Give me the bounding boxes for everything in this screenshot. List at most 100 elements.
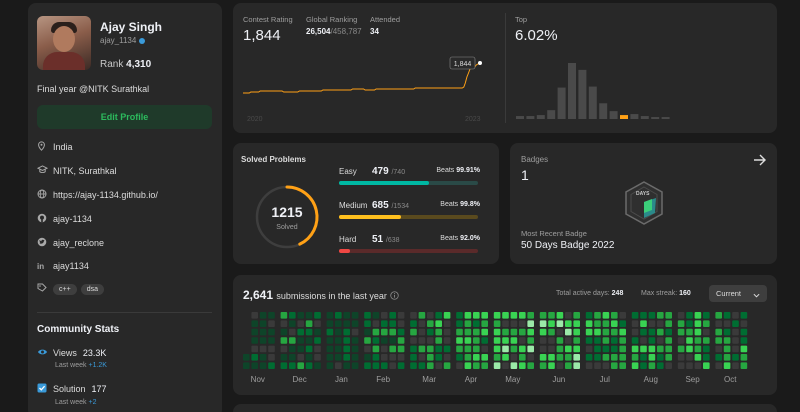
heatmap-cell[interactable]	[343, 320, 350, 327]
heatmap-cell[interactable]	[464, 320, 472, 327]
heatmap-cell[interactable]	[548, 354, 555, 361]
heatmap-cell[interactable]	[389, 362, 396, 369]
heatmap-cell[interactable]	[326, 362, 334, 369]
heatmap-cell[interactable]	[343, 312, 350, 319]
heatmap-cell[interactable]	[259, 312, 267, 319]
heatmap-cell[interactable]	[611, 362, 618, 369]
heatmap-cell[interactable]	[473, 320, 480, 327]
heatmap-cell[interactable]	[640, 312, 647, 319]
heatmap-cell[interactable]	[602, 328, 610, 336]
heatmap-cell[interactable]	[665, 345, 672, 353]
heatmap-cell[interactable]	[397, 354, 405, 361]
heatmap-cell[interactable]	[335, 328, 342, 336]
heatmap-cell[interactable]	[397, 337, 405, 344]
heatmap-cell[interactable]	[611, 337, 618, 344]
heatmap-cell[interactable]	[381, 362, 388, 369]
heatmap-cell[interactable]	[723, 337, 731, 344]
heatmap-cell[interactable]	[602, 345, 610, 353]
heatmap-cell[interactable]	[289, 312, 296, 319]
heatmap-cell[interactable]	[456, 362, 463, 369]
heatmap-cell[interactable]	[573, 337, 580, 344]
heatmap-cell[interactable]	[677, 328, 685, 336]
heatmap-cell[interactable]	[657, 354, 664, 361]
heatmap-cell[interactable]	[527, 354, 534, 361]
heatmap-cell[interactable]	[556, 354, 564, 361]
heatmap-cell[interactable]	[502, 362, 509, 369]
heatmap-cell[interactable]	[502, 312, 509, 319]
heatmap-cell[interactable]	[640, 328, 647, 336]
heatmap-cell[interactable]	[723, 312, 731, 319]
heatmap-cell[interactable]	[723, 320, 731, 327]
heatmap-cell[interactable]	[493, 362, 501, 369]
heatmap-cell[interactable]	[611, 312, 618, 319]
heatmap-cell[interactable]	[456, 312, 463, 319]
heatmap-cell[interactable]	[631, 328, 639, 336]
heatmap-cell[interactable]	[565, 345, 572, 353]
heatmap-cell[interactable]	[686, 354, 693, 361]
heatmap-cell[interactable]	[594, 320, 601, 327]
heatmap-cell[interactable]	[657, 337, 664, 344]
heatmap-cell[interactable]	[539, 320, 547, 327]
heatmap-cell[interactable]	[335, 354, 342, 361]
heatmap-cell[interactable]	[372, 320, 380, 327]
heatmap-cell[interactable]	[289, 345, 296, 353]
heatmap-cell[interactable]	[351, 312, 359, 319]
heatmap-cell[interactable]	[280, 354, 288, 361]
heatmap-cell[interactable]	[686, 362, 693, 369]
heatmap-cell[interactable]	[703, 312, 710, 319]
heatmap-cell[interactable]	[289, 328, 296, 336]
heatmap-cell[interactable]	[565, 312, 572, 319]
arrow-right-icon[interactable]	[753, 153, 767, 171]
heatmap-cell[interactable]	[732, 312, 739, 319]
heatmap-cell[interactable]	[548, 337, 555, 344]
heatmap-cell[interactable]	[251, 362, 258, 369]
heatmap-cell[interactable]	[519, 328, 526, 336]
heatmap-cell[interactable]	[335, 362, 342, 369]
heatmap-cell[interactable]	[280, 337, 288, 344]
heatmap-cell[interactable]	[418, 312, 426, 319]
heatmap-cell[interactable]	[703, 354, 710, 361]
heatmap-cell[interactable]	[251, 320, 258, 327]
heatmap-cell[interactable]	[539, 337, 547, 344]
heatmap-cell[interactable]	[611, 354, 618, 361]
heatmap-cell[interactable]	[648, 328, 656, 336]
heatmap-cell[interactable]	[351, 337, 359, 344]
twitter-row[interactable]: ajay_reclone	[37, 237, 104, 249]
heatmap-cell[interactable]	[314, 320, 321, 327]
heatmap-cell[interactable]	[493, 345, 501, 353]
heatmap-cell[interactable]	[251, 337, 258, 344]
heatmap-cell[interactable]	[481, 337, 488, 344]
heatmap-cell[interactable]	[464, 354, 472, 361]
heatmap-cell[interactable]	[657, 328, 664, 336]
heatmap-cell[interactable]	[686, 320, 693, 327]
heatmap-cell[interactable]	[435, 354, 442, 361]
heatmap-cell[interactable]	[631, 362, 639, 369]
heatmap-cell[interactable]	[631, 345, 639, 353]
heatmap-cell[interactable]	[343, 328, 350, 336]
heatmap-cell[interactable]	[519, 312, 526, 319]
heatmap-cell[interactable]	[619, 312, 626, 319]
heatmap-cell[interactable]	[464, 362, 472, 369]
heatmap-cell[interactable]	[519, 337, 526, 344]
heatmap-cell[interactable]	[611, 345, 618, 353]
heatmap-cell[interactable]	[548, 312, 555, 319]
heatmap-cell[interactable]	[297, 337, 304, 344]
heatmap-cell[interactable]	[740, 337, 748, 344]
edit-profile-button[interactable]: Edit Profile	[37, 105, 212, 129]
heatmap-cell[interactable]	[648, 345, 656, 353]
heatmap-cell[interactable]	[314, 362, 321, 369]
heatmap-cell[interactable]	[510, 337, 518, 344]
heatmap-cell[interactable]	[381, 320, 388, 327]
heatmap-cell[interactable]	[665, 328, 672, 336]
heatmap-cell[interactable]	[364, 312, 371, 319]
heatmap-cell[interactable]	[732, 320, 739, 327]
heatmap-cell[interactable]	[602, 337, 610, 344]
heatmap-cell[interactable]	[585, 328, 593, 336]
heatmap-cell[interactable]	[740, 328, 748, 336]
heatmap-cell[interactable]	[343, 354, 350, 361]
heatmap-cell[interactable]	[703, 320, 710, 327]
heatmap-cell[interactable]	[619, 328, 626, 336]
heatmap-cell[interactable]	[443, 354, 451, 361]
heatmap-cell[interactable]	[351, 328, 359, 336]
heatmap-cell[interactable]	[305, 337, 313, 344]
